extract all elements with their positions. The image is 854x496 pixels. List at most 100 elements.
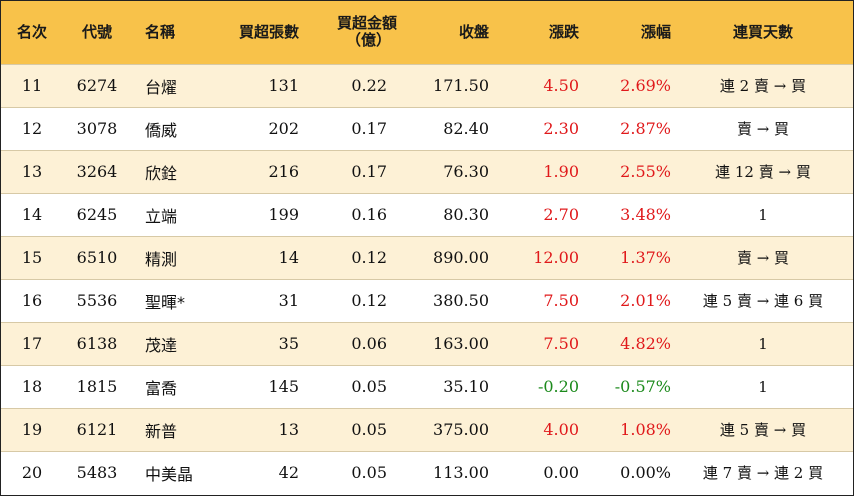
header-change-pct: 漲幅 (640, 22, 671, 41)
table-row[interactable]: 20 5483 中美晶 42 0.05 113.00 0.00 0.00% 連 7 賣 → 連 … (1, 451, 853, 494)
cell-name: 新普 (145, 421, 178, 441)
cell-change: 7.50 (543, 334, 579, 353)
cell-net-amount: 0.16 (351, 205, 387, 224)
cell-close: 35.10 (443, 377, 489, 396)
cell-net-amount: 0.06 (351, 334, 387, 353)
cell-change: 0.00 (543, 463, 579, 483)
table-row[interactable]: 19 6121 新普 13 0.05 375.00 4.00 1.08% 連 5 賣 → 買 (1, 408, 853, 451)
cell-code: 6510 (76, 248, 118, 267)
cell-code: 6245 (76, 205, 118, 224)
cell-name: 精測 (145, 249, 178, 269)
cell-net-amount: 0.22 (351, 76, 387, 95)
cell-net-amount: 0.05 (351, 377, 387, 396)
cell-consec-days: 連 7 賣 → 連 2 買 (702, 464, 824, 483)
cell-change-pct: 0.00% (620, 463, 671, 483)
cell-change-pct: 2.55% (620, 162, 671, 181)
cell-net-amount: 0.17 (351, 162, 387, 181)
cell-change: 1.90 (543, 162, 579, 181)
cell-code: 3078 (76, 119, 118, 138)
cell-net-lots: 42 (278, 463, 299, 483)
cell-net-lots: 31 (278, 291, 299, 310)
cell-rank: 11 (21, 76, 43, 95)
cell-code: 6274 (76, 76, 118, 95)
cell-change-pct: 2.87% (620, 119, 671, 138)
cell-consec-days: 連 2 賣 → 買 (719, 77, 807, 95)
cell-close: 171.50 (433, 76, 489, 95)
table-row[interactable]: 11 6274 台燿 131 0.22 171.50 4.50 2.69% 連 2 賣 → 買 (1, 64, 853, 107)
table-row[interactable]: 15 6510 精測 14 0.12 890.00 12.00 1.37% 賣 → 買 (1, 236, 853, 279)
cell-net-amount: 0.17 (351, 119, 387, 138)
cell-net-amount: 0.05 (351, 420, 387, 439)
cell-consec-days: 賣 → 買 (736, 120, 790, 138)
cell-change-pct: -0.57% (614, 377, 671, 396)
table-row[interactable]: 14 6245 立端 199 0.16 80.30 2.70 3.48% 1 (1, 193, 853, 236)
cell-net-lots: 202 (268, 119, 299, 138)
cell-net-lots: 145 (268, 377, 299, 396)
cell-close: 113.00 (433, 463, 489, 483)
cell-close: 163.00 (433, 334, 489, 353)
cell-change-pct: 4.82% (620, 334, 671, 353)
cell-change: 7.50 (543, 291, 579, 310)
cell-rank: 19 (21, 420, 43, 439)
cell-change-pct: 2.01% (620, 291, 671, 310)
header-consec-days: 連買天數 (732, 22, 793, 41)
cell-rank: 12 (21, 119, 43, 138)
cell-consec-days: 1 (758, 334, 768, 353)
header-net-amount-line1: 買超金額 (336, 14, 397, 33)
cell-net-amount: 0.12 (351, 248, 387, 267)
cell-name: 富喬 (145, 378, 178, 398)
cell-net-lots: 216 (268, 162, 299, 181)
cell-name: 聖暉* (145, 292, 186, 312)
cell-consec-days: 連 5 賣 → 連 6 買 (702, 292, 824, 310)
cell-consec-days: 1 (758, 205, 768, 224)
cell-code: 6121 (76, 420, 118, 439)
header-row: 名次 代號 名稱 買超張數 買超金額 （億） 收盤 漲跌 漲幅 連買天數 (1, 1, 853, 64)
cell-close: 890.00 (433, 248, 489, 267)
cell-rank: 13 (21, 162, 43, 181)
table-row[interactable]: 12 3078 僑威 202 0.17 82.40 2.30 2.87% 賣 → 買 (1, 107, 853, 150)
cell-change: 12.00 (533, 248, 579, 267)
cell-rank: 18 (21, 377, 43, 396)
cell-net-lots: 14 (278, 248, 299, 267)
cell-change: 4.00 (543, 420, 579, 439)
cell-consec-days: 連 5 賣 → 買 (719, 421, 807, 439)
cell-name: 僑威 (145, 120, 178, 140)
cell-name: 立端 (145, 206, 178, 226)
cell-code: 5483 (76, 463, 118, 483)
cell-consec-days: 1 (758, 377, 768, 396)
cell-rank: 16 (21, 291, 43, 310)
cell-code: 1815 (76, 377, 118, 396)
cell-close: 375.00 (433, 420, 489, 439)
cell-consec-days: 連 12 賣 → 買 (715, 163, 811, 181)
table-row[interactable]: 16 5536 聖暉* 31 0.12 380.50 7.50 2.01% 連 5 賣 → 連 … (1, 279, 853, 322)
header-name: 名稱 (145, 22, 176, 41)
cell-rank: 14 (21, 205, 43, 224)
cell-change-pct: 3.48% (620, 205, 671, 224)
header-net-amount: 買超金額 （億） (303, 1, 403, 64)
cell-net-amount: 0.12 (351, 291, 387, 310)
table-row[interactable]: 17 6138 茂達 35 0.06 163.00 7.50 4.82% 1 (1, 322, 853, 365)
cell-rank: 15 (21, 248, 43, 267)
cell-name: 欣銓 (145, 163, 178, 183)
cell-change: 4.50 (543, 76, 579, 95)
header-net-lots: 買超張數 (238, 22, 299, 41)
table-row[interactable]: 18 1815 富喬 145 0.05 35.10 -0.20 -0.57% 1 (1, 365, 853, 408)
cell-change-pct: 1.08% (620, 420, 671, 439)
cell-net-lots: 35 (278, 334, 299, 353)
cell-change: 2.70 (543, 205, 579, 224)
cell-name: 茂達 (145, 335, 178, 355)
table-row[interactable]: 13 3264 欣銓 216 0.17 76.30 1.90 2.55% 連 12 賣 → 買 (1, 150, 853, 193)
cell-net-amount: 0.05 (351, 463, 387, 483)
cell-code: 6138 (76, 334, 118, 353)
cell-name: 台燿 (145, 77, 178, 97)
cell-close: 380.50 (433, 291, 489, 310)
cell-change: 2.30 (543, 119, 579, 138)
cell-change-pct: 2.69% (620, 76, 671, 95)
cell-rank: 20 (21, 463, 43, 483)
header-close: 收盤 (458, 22, 489, 41)
cell-net-lots: 13 (278, 420, 299, 439)
cell-close: 76.30 (443, 162, 489, 181)
cell-net-lots: 199 (268, 205, 299, 224)
cell-consec-days: 賣 → 買 (736, 249, 790, 267)
